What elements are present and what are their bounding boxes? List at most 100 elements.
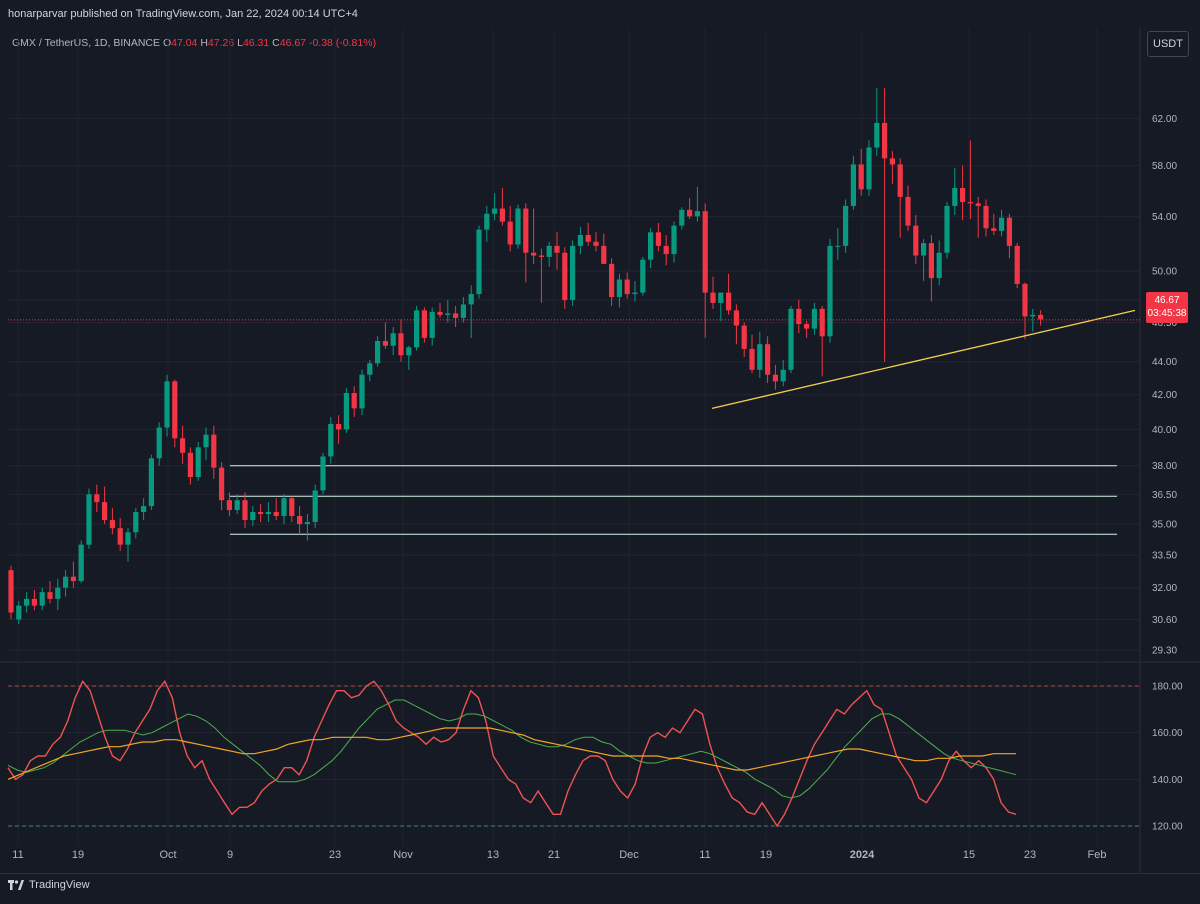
candle-body: [733, 310, 739, 326]
candle-body: [390, 333, 396, 346]
candle-body: [63, 576, 69, 588]
candle-body: [554, 245, 560, 253]
candle-body: [16, 605, 22, 620]
candle-body: [398, 333, 404, 356]
candle-body: [570, 245, 576, 300]
symbol-name[interactable]: GMX / TetherUS, 1D, BINANCE: [12, 37, 161, 49]
low-value: 46.31: [242, 37, 270, 49]
candle-body: [897, 164, 903, 197]
time-tick-label: 21: [548, 849, 560, 861]
candle-body: [172, 381, 178, 439]
low-label: L: [237, 37, 243, 49]
candle-body: [312, 490, 318, 523]
candle-body: [843, 205, 849, 246]
price-tick-label: 44.00: [1152, 357, 1177, 368]
candle-body: [624, 279, 630, 295]
candle-body: [663, 245, 669, 255]
candle-body: [460, 304, 466, 318]
candle-body: [187, 452, 193, 478]
price-tick-label: 33.50: [1152, 551, 1177, 562]
candle-body: [289, 498, 295, 517]
candle-body: [983, 205, 989, 229]
candle-body: [507, 221, 513, 245]
candle-body: [78, 544, 84, 582]
candle-body: [109, 520, 115, 529]
candle-body: [944, 205, 950, 253]
candle-body: [102, 502, 108, 521]
candle-body: [156, 427, 162, 459]
candle-body: [343, 393, 349, 430]
trendline[interactable]: [711, 309, 1136, 409]
candle-body: [437, 311, 443, 315]
candle-body: [234, 500, 240, 511]
header-bar: honarparvar published on TradingView.com…: [0, 0, 1200, 28]
candle-body: [726, 292, 732, 311]
candle-body: [827, 245, 833, 337]
candle-body: [351, 393, 357, 409]
candle-body: [616, 279, 622, 297]
candle-body: [133, 512, 139, 533]
time-axis: 11 19 Oct 9 23 Nov 13 21 Dec 11 19 2024 15 23 Feb: [12, 849, 1106, 861]
price-tick-label: 30.60: [1152, 615, 1177, 626]
close-value: 46.67: [279, 37, 307, 49]
candle-body: [414, 310, 420, 348]
candle-body: [499, 208, 505, 222]
tradingview-brand[interactable]: TradingView: [8, 879, 90, 891]
brand-name: TradingView: [29, 879, 90, 891]
candle-body: [632, 292, 638, 295]
open-value: 47.04: [171, 37, 198, 49]
candle-body: [562, 252, 568, 300]
candle-body: [468, 294, 474, 305]
candle-body: [39, 592, 45, 606]
candle-body: [1006, 217, 1012, 246]
horizontal-levels: [230, 465, 1117, 535]
candle-body: [531, 252, 537, 256]
time-tick-label: 23: [1024, 849, 1036, 861]
candle-body: [421, 310, 427, 338]
price-tick-label: 46.50: [1152, 318, 1177, 329]
currency-button[interactable]: USDT: [1147, 31, 1189, 57]
candle-body: [180, 438, 186, 453]
candle-body: [24, 598, 30, 606]
high-label: H: [200, 37, 208, 49]
candle-body: [609, 263, 615, 297]
candle-body: [1014, 245, 1020, 284]
footer: [0, 873, 1200, 904]
candle-body: [780, 369, 786, 382]
candle-body: [8, 570, 14, 613]
candle-body: [382, 341, 388, 346]
candle-body: [874, 122, 880, 148]
price-chart[interactable]: 62.0058.0054.0050.0048.0046.5044.0042.00…: [0, 0, 1200, 873]
open-label: O: [162, 37, 172, 49]
time-tick-label: 13: [487, 849, 499, 861]
candle-body: [297, 516, 303, 525]
candle-body: [304, 522, 310, 525]
price-tick-label: 38.00: [1152, 461, 1177, 472]
candle-body: [258, 512, 264, 515]
candle-body: [195, 447, 201, 478]
price-tick-label: 54.00: [1152, 212, 1177, 223]
price-tick-label: 35.00: [1152, 520, 1177, 531]
candle-body: [226, 500, 232, 511]
time-tick-label: Feb: [1088, 849, 1107, 861]
candle-body: [687, 209, 693, 217]
candle-body: [858, 164, 864, 190]
candle-body: [991, 228, 997, 231]
candle-body: [593, 241, 599, 246]
price-tick-label: 32.00: [1152, 583, 1177, 594]
symbol-legend[interactable]: GMX / TetherUS, 1D, BINANCE O47.04 H47.2…: [12, 37, 376, 49]
candle-body: [975, 203, 981, 206]
time-tick-label: 9: [227, 849, 233, 861]
time-tick-label: Dec: [619, 849, 639, 861]
indicator-tick-label: 180.00: [1152, 682, 1183, 693]
candle-body: [882, 122, 888, 159]
price-tick-label: 58.00: [1152, 161, 1177, 172]
candle-body: [281, 498, 287, 517]
candle-body: [429, 311, 435, 338]
candle-body: [796, 308, 802, 325]
candle-body: [492, 208, 498, 214]
cci-line: [7, 679, 1017, 828]
candle-body: [273, 512, 279, 517]
candle-body: [55, 587, 61, 599]
candle-body: [648, 232, 654, 260]
